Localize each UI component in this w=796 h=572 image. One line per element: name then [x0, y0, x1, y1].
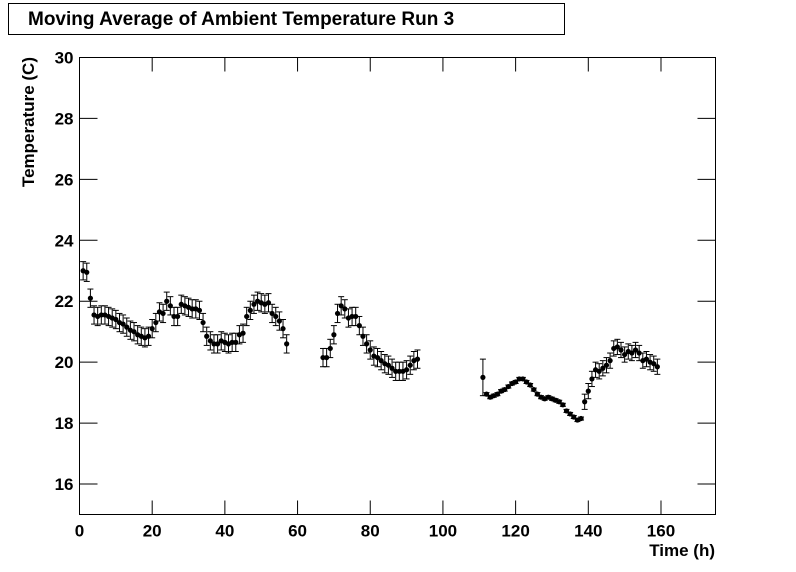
point [273, 313, 279, 320]
point [87, 295, 94, 301]
y-tick-label: 18 [55, 414, 74, 433]
x-axis-label: Time (h) [649, 541, 715, 560]
point [240, 330, 246, 336]
point [651, 361, 657, 367]
point [378, 358, 384, 364]
point [175, 313, 181, 320]
point [120, 321, 126, 327]
point [585, 388, 591, 394]
point [244, 313, 250, 320]
point [480, 374, 486, 380]
point [164, 298, 170, 304]
point [393, 368, 399, 374]
point [251, 301, 257, 307]
plot-frame [79, 57, 716, 515]
point [113, 316, 119, 323]
chart-title: Moving Average of Ambient Temperature Ru… [28, 9, 454, 30]
point [367, 347, 373, 353]
x-tick-label: 140 [574, 522, 602, 541]
x-tick-label: 20 [143, 522, 162, 541]
y-axis-label: Temperature (C) [19, 57, 38, 187]
y-tick-label: 28 [55, 109, 74, 128]
x-tick-label: 0 [75, 522, 84, 541]
point [207, 338, 213, 344]
point [622, 351, 628, 358]
point [374, 354, 381, 361]
y-tick-label: 22 [55, 292, 74, 311]
point [149, 326, 155, 332]
point [618, 347, 624, 353]
point [414, 356, 421, 362]
point [560, 402, 566, 408]
point [389, 365, 395, 371]
point [196, 307, 203, 313]
x-tick-label: 80 [361, 522, 380, 541]
point [284, 341, 290, 347]
point [632, 347, 639, 353]
point [338, 303, 344, 309]
point [171, 313, 177, 320]
point [204, 333, 210, 339]
point [280, 326, 286, 332]
point [407, 362, 413, 368]
y-tick-label: 16 [55, 475, 74, 494]
point [582, 399, 588, 405]
point [200, 319, 206, 326]
point [247, 307, 253, 313]
point [353, 313, 359, 320]
point [131, 329, 137, 335]
x-tick-label: 40 [215, 522, 234, 541]
point [364, 341, 370, 347]
point [84, 269, 90, 275]
point [211, 341, 217, 347]
point [643, 356, 650, 362]
point [327, 345, 333, 352]
point [215, 341, 221, 347]
y-tick-label: 26 [55, 170, 74, 189]
point [603, 362, 610, 368]
point [403, 367, 410, 373]
point [324, 354, 330, 361]
point [600, 365, 606, 371]
point [654, 364, 660, 370]
point [607, 358, 613, 364]
x-tick-label: 120 [501, 522, 529, 541]
y-tick-label: 24 [55, 231, 74, 250]
x-tick-label: 160 [647, 522, 675, 541]
point [320, 354, 326, 361]
x-tick-label: 100 [429, 522, 457, 541]
x-tick-label: 60 [288, 522, 307, 541]
point [614, 344, 620, 350]
point [269, 310, 275, 317]
point [342, 306, 348, 312]
point [531, 386, 537, 393]
point [527, 382, 533, 388]
y-tick-label: 20 [55, 353, 74, 372]
point [229, 339, 235, 345]
point [331, 332, 337, 338]
point [578, 415, 584, 422]
title-box [8, 3, 565, 35]
point [629, 350, 635, 356]
point [596, 368, 602, 374]
point [349, 313, 355, 320]
point [396, 368, 402, 374]
point [98, 312, 104, 318]
point [124, 324, 130, 330]
point [160, 310, 166, 317]
point [189, 306, 195, 312]
point [636, 350, 642, 356]
point [385, 362, 392, 368]
y-tick-label: 30 [55, 49, 74, 68]
